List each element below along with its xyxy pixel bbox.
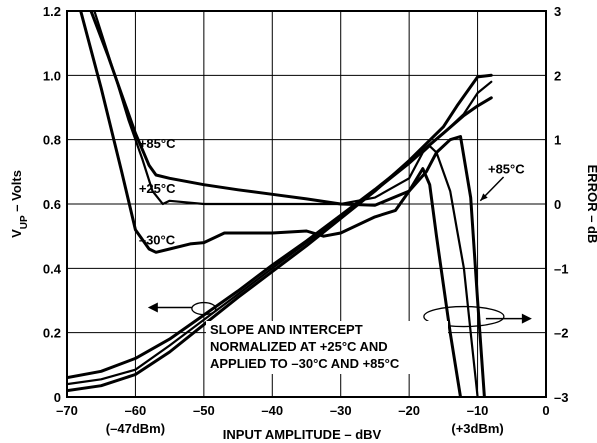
y-left-tick-label: 1.2 <box>43 4 61 19</box>
tick-labels: –70 –60 –50 –40 –30 –20 –10 000.20.40.60.81.01.… <box>43 4 569 436</box>
y-right-tick-label: 0 <box>554 197 561 212</box>
temp-label-1: +25°C <box>139 181 176 196</box>
x-tick-label: 0 <box>542 403 549 418</box>
left-axis-arrow-head <box>147 302 158 313</box>
y-left-tick-label: 0.8 <box>43 133 61 148</box>
y-right-tick-label: 3 <box>554 4 561 19</box>
dbm-label: (–47dBm) <box>106 421 165 436</box>
y-right-tick-label: –2 <box>554 326 568 341</box>
dbm-label: (+3dBm) <box>451 421 503 436</box>
y-left-tick-label: 0.6 <box>43 197 61 212</box>
y-axis-title-left: VUP – Volts <box>9 170 30 238</box>
note-line: APPLIED TO –30°C AND +85°C <box>210 356 400 371</box>
y-right-tick-label: –1 <box>554 261 568 276</box>
y-left-tick-label: 0 <box>54 390 61 405</box>
curves <box>67 11 493 397</box>
y-left-tick-label: 1.0 <box>43 68 61 83</box>
x-axis-title: INPUT AMPLITUDE – dBV <box>223 427 382 442</box>
grid <box>66 10 547 398</box>
temp-label-3: +85°C <box>488 162 525 177</box>
y-axis-title-right: ERROR – dB <box>585 165 597 244</box>
label-pointer-head <box>480 193 488 201</box>
x-tick-label: –20 <box>398 403 420 418</box>
vup-curve-2 <box>67 73 493 393</box>
error-curve-4 <box>93 11 479 397</box>
x-tick-label: –60 <box>125 403 147 418</box>
y-left-tick-label: 0.2 <box>43 326 61 341</box>
normalization-note: SLOPE AND INTERCEPT NORMALIZED AT +25°C A… <box>210 322 400 371</box>
error-curve-5 <box>79 11 462 397</box>
y-right-tick-label: 1 <box>554 133 561 148</box>
y-right-tick-label: 2 <box>554 68 561 83</box>
annotations: +85°C +25°C –30°C +85°C <box>139 136 532 328</box>
x-tick-label: –70 <box>56 403 78 418</box>
plot-frame <box>66 10 547 398</box>
left-axis-ellipse <box>191 301 217 316</box>
note-line: SLOPE AND INTERCEPT <box>210 322 363 337</box>
temp-label-2: –30°C <box>139 232 176 247</box>
right-axis-arrow-head <box>521 313 532 324</box>
vup-curve-1 <box>67 80 493 386</box>
x-tick-label: –40 <box>261 403 283 418</box>
y-left-tick-label: 0.4 <box>43 261 62 276</box>
x-tick-label: –50 <box>193 403 215 418</box>
temp-label-0: +85°C <box>139 136 176 151</box>
note-background <box>206 321 448 374</box>
x-tick-label: –10 <box>467 403 489 418</box>
error-curve-3 <box>89 11 486 397</box>
x-tick-label: –30 <box>330 403 352 418</box>
y-right-tick-label: –3 <box>554 390 568 405</box>
note-line: NORMALIZED AT +25°C AND <box>210 339 388 354</box>
right-axis-ellipse <box>423 305 505 328</box>
